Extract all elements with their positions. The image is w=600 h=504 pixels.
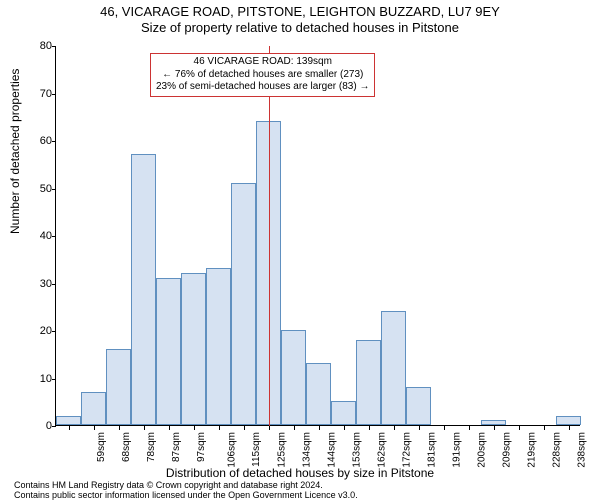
- x-tick-label: 153sqm: [351, 432, 362, 468]
- y-axis-label: Number of detached properties: [8, 69, 22, 234]
- x-tick-mark: [494, 426, 495, 430]
- histogram-bar: [231, 183, 256, 425]
- x-tick-mark: [444, 426, 445, 430]
- x-tick-label: 115sqm: [250, 432, 261, 467]
- x-tick-label: 219sqm: [526, 432, 537, 468]
- x-tick-label: 68sqm: [121, 432, 132, 462]
- x-tick-mark: [294, 426, 295, 430]
- x-tick-mark: [369, 426, 370, 430]
- y-tick-mark: [52, 284, 56, 285]
- histogram-chart: 0102030405060708059sqm68sqm78sqm87sqm97s…: [55, 46, 580, 426]
- x-tick-mark: [219, 426, 220, 430]
- y-tick-label: 40: [26, 230, 52, 242]
- x-tick-label: 97sqm: [196, 432, 207, 462]
- y-tick-label: 80: [26, 40, 52, 52]
- x-tick-mark: [244, 426, 245, 430]
- y-tick-label: 20: [26, 325, 52, 337]
- x-tick-mark: [469, 426, 470, 430]
- plot-box: 0102030405060708059sqm68sqm78sqm87sqm97s…: [55, 46, 580, 426]
- x-tick-label: 191sqm: [451, 432, 462, 468]
- y-tick-mark: [52, 46, 56, 47]
- page-subtitle: Size of property relative to detached ho…: [0, 20, 600, 35]
- x-tick-label: 87sqm: [171, 432, 182, 462]
- x-tick-mark: [394, 426, 395, 430]
- y-tick-mark: [52, 331, 56, 332]
- reference-line: [269, 46, 270, 426]
- footer-attribution: Contains HM Land Registry data © Crown c…: [14, 481, 358, 501]
- x-tick-label: 78sqm: [146, 432, 157, 462]
- x-tick-label: 172sqm: [401, 432, 412, 468]
- x-tick-label: 125sqm: [276, 432, 287, 468]
- y-tick-label: 0: [26, 420, 52, 432]
- y-tick-label: 10: [26, 373, 52, 385]
- x-axis-label: Distribution of detached houses by size …: [0, 466, 600, 480]
- annotation-box: 46 VICARAGE ROAD: 139sqm ← 76% of detach…: [150, 53, 375, 97]
- x-tick-label: 59sqm: [96, 432, 107, 462]
- y-tick-mark: [52, 379, 56, 380]
- x-tick-mark: [269, 426, 270, 430]
- x-tick-mark: [169, 426, 170, 430]
- histogram-bar: [356, 340, 381, 426]
- x-tick-mark: [194, 426, 195, 430]
- x-tick-mark: [319, 426, 320, 430]
- x-tick-label: 181sqm: [426, 432, 437, 468]
- y-tick-label: 30: [26, 278, 52, 290]
- histogram-bar: [81, 392, 106, 425]
- histogram-bar: [556, 416, 581, 426]
- x-tick-label: 144sqm: [326, 432, 337, 468]
- x-tick-mark: [69, 426, 70, 430]
- x-tick-mark: [569, 426, 570, 430]
- histogram-bar: [156, 278, 181, 425]
- x-tick-label: 106sqm: [226, 432, 237, 468]
- y-tick-mark: [52, 141, 56, 142]
- x-tick-label: 162sqm: [376, 432, 387, 468]
- x-tick-label: 209sqm: [501, 432, 512, 468]
- x-tick-mark: [344, 426, 345, 430]
- x-tick-label: 200sqm: [476, 432, 487, 468]
- histogram-bar: [331, 401, 356, 425]
- x-tick-label: 228sqm: [551, 432, 562, 468]
- x-tick-mark: [144, 426, 145, 430]
- x-tick-label: 134sqm: [301, 432, 312, 468]
- x-tick-label: 238sqm: [576, 432, 587, 468]
- annotation-line2: ← 76% of detached houses are smaller (27…: [156, 69, 369, 82]
- y-tick-mark: [52, 94, 56, 95]
- y-tick-label: 50: [26, 183, 52, 195]
- histogram-bar: [281, 330, 306, 425]
- histogram-bar: [481, 420, 506, 425]
- y-tick-mark: [52, 189, 56, 190]
- annotation-line1: 46 VICARAGE ROAD: 139sqm: [156, 56, 369, 69]
- histogram-bar: [406, 387, 431, 425]
- histogram-bar: [106, 349, 131, 425]
- histogram-bar: [306, 363, 331, 425]
- histogram-bar: [181, 273, 206, 425]
- x-tick-mark: [419, 426, 420, 430]
- y-tick-mark: [52, 236, 56, 237]
- annotation-line3: 23% of semi-detached houses are larger (…: [156, 81, 369, 94]
- histogram-bar: [131, 154, 156, 425]
- x-tick-mark: [519, 426, 520, 430]
- page-title: 46, VICARAGE ROAD, PITSTONE, LEIGHTON BU…: [0, 4, 600, 19]
- histogram-bar: [206, 268, 231, 425]
- y-tick-label: 60: [26, 135, 52, 147]
- y-tick-label: 70: [26, 88, 52, 100]
- histogram-bar: [56, 416, 81, 426]
- histogram-bar: [381, 311, 406, 425]
- x-tick-mark: [94, 426, 95, 430]
- y-tick-mark: [52, 426, 56, 427]
- x-tick-mark: [544, 426, 545, 430]
- x-tick-mark: [119, 426, 120, 430]
